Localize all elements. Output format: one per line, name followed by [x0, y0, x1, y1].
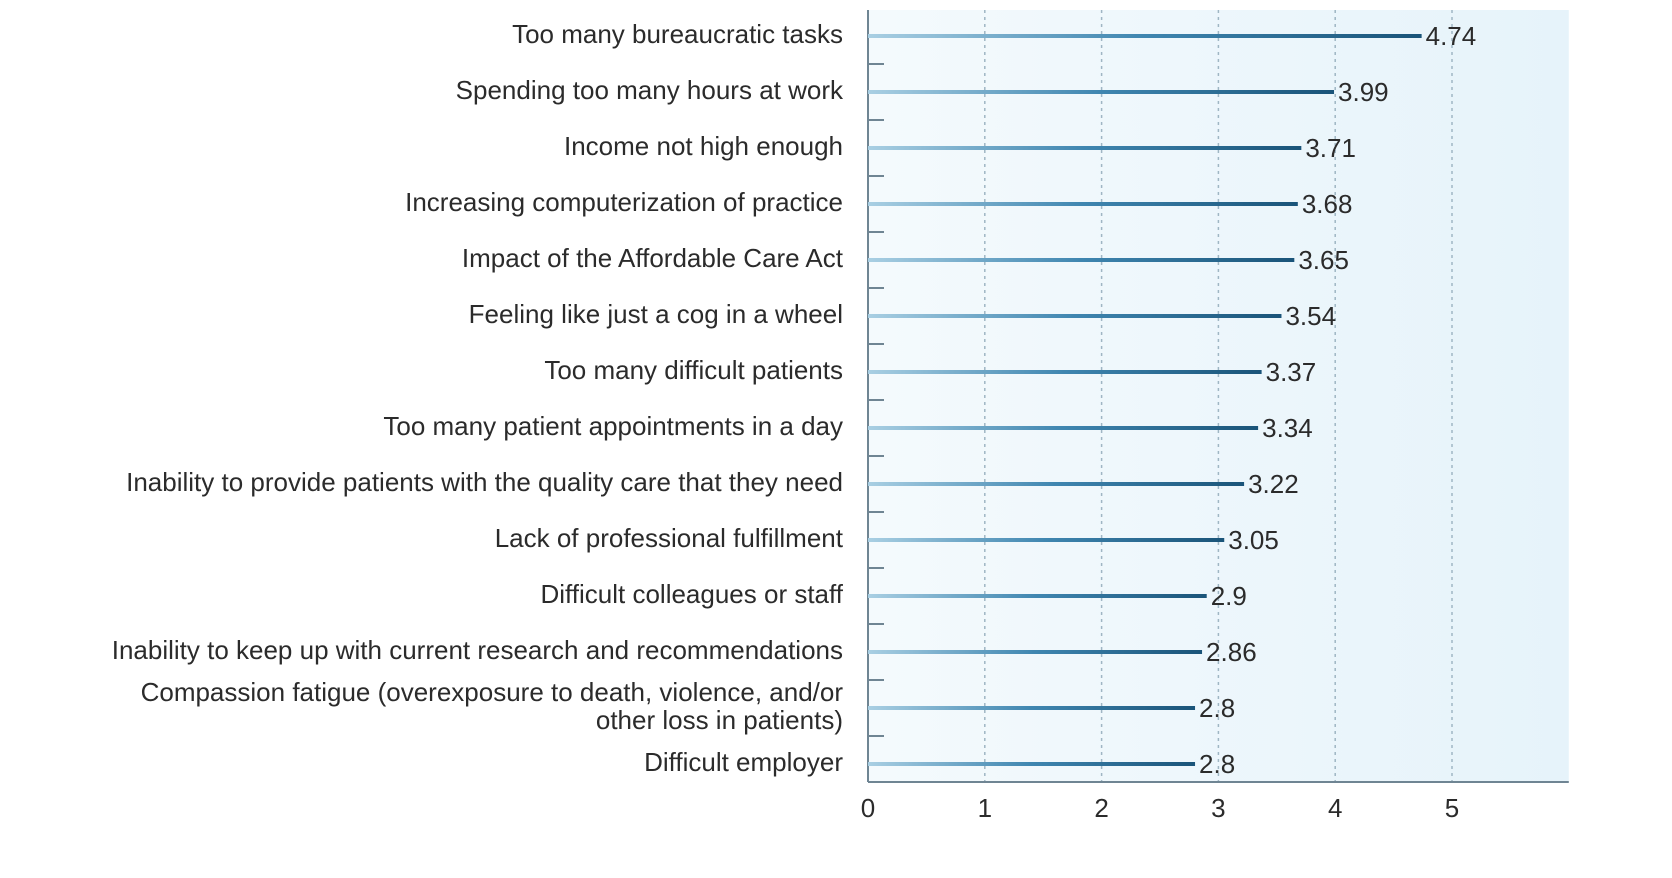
- value-label: 2.9: [1211, 581, 1247, 611]
- bar: [868, 34, 1422, 38]
- y-tick-label: Too many bureaucratic tasks: [512, 19, 843, 49]
- x-tick-label: 1: [978, 793, 992, 823]
- x-tick-label: 4: [1328, 793, 1342, 823]
- x-tick-label: 2: [1094, 793, 1108, 823]
- y-tick-label: Feeling like just a cog in a wheel: [469, 299, 843, 329]
- bar: [868, 482, 1245, 486]
- bar: [868, 426, 1259, 430]
- value-label: 4.74: [1426, 21, 1477, 51]
- y-tick-label: Compassion fatigue (overexposure to deat…: [141, 677, 844, 735]
- value-label: 3.65: [1298, 245, 1349, 275]
- y-tick-label: Inability to provide patients with the q…: [126, 467, 843, 497]
- value-label: 2.8: [1199, 693, 1235, 723]
- value-label: 3.37: [1266, 357, 1317, 387]
- bar: [868, 370, 1262, 374]
- x-tick-label: 5: [1445, 793, 1459, 823]
- y-tick-label: Impact of the Affordable Care Act: [462, 243, 844, 273]
- y-tick-label: Increasing computerization of practice: [405, 187, 843, 217]
- bar: [868, 594, 1207, 598]
- y-tick-label: Too many difficult patients: [544, 355, 843, 385]
- bar: [868, 146, 1302, 150]
- bar: [868, 314, 1282, 318]
- bar: [868, 258, 1295, 262]
- value-label: 3.34: [1262, 413, 1313, 443]
- value-label: 2.8: [1199, 749, 1235, 779]
- bar: [868, 650, 1203, 654]
- y-tick-label: Too many patient appointments in a day: [383, 411, 843, 441]
- bar: [868, 202, 1298, 206]
- bar: [868, 90, 1335, 94]
- value-label: 3.71: [1305, 133, 1356, 163]
- y-tick-label: Income not high enough: [564, 131, 843, 161]
- y-tick-label: Spending too many hours at work: [456, 75, 844, 105]
- bar: [868, 706, 1196, 710]
- value-label: 2.86: [1206, 637, 1257, 667]
- x-tick-label: 3: [1211, 793, 1225, 823]
- y-tick-label: Difficult employer: [644, 747, 843, 777]
- bar: [868, 762, 1196, 766]
- y-tick-label: Difficult colleagues or staff: [540, 579, 843, 609]
- value-label: 3.05: [1228, 525, 1279, 555]
- value-label: 3.68: [1302, 189, 1353, 219]
- bar: [868, 538, 1225, 542]
- x-tick-label: 0: [861, 793, 875, 823]
- value-label: 3.99: [1338, 77, 1389, 107]
- y-tick-label: Inability to keep up with current resear…: [112, 635, 843, 665]
- y-tick-label: Lack of professional fulfillment: [495, 523, 844, 553]
- value-label: 3.54: [1285, 301, 1336, 331]
- value-label: 3.22: [1248, 469, 1299, 499]
